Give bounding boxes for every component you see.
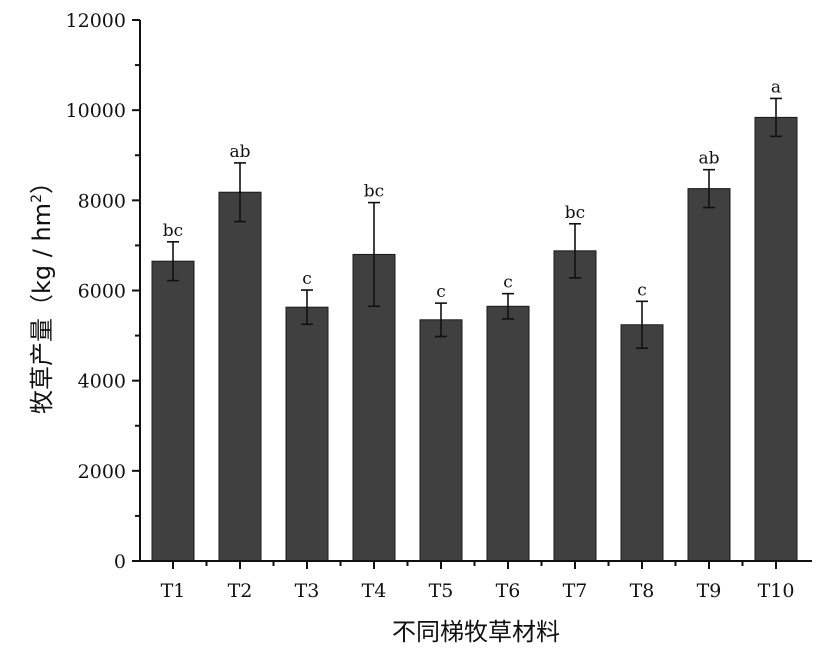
significance-labels-group: bc ab c bc c c bc c ab a [163, 77, 781, 302]
y-tick-label: 10000 [66, 100, 126, 122]
bar [553, 250, 597, 562]
significance-label: c [302, 269, 312, 289]
bar [486, 305, 530, 562]
bar [151, 260, 195, 562]
significance-label: ab [698, 149, 719, 169]
y-axis-title-superscript: 2 [29, 194, 45, 203]
significance-label: bc [565, 203, 585, 223]
significance-label: c [503, 273, 513, 293]
significance-label: bc [163, 221, 183, 241]
x-axis-title: 不同梯牧草材料 [392, 618, 560, 646]
y-tick-label: 8000 [78, 190, 126, 212]
x-tick-label: T10 [758, 580, 795, 602]
y-tick-label: 6000 [78, 281, 126, 303]
x-tick-label: T7 [563, 580, 588, 602]
y-tick-label: 2000 [78, 461, 126, 483]
bars-group [151, 116, 798, 562]
x-tick-label: T1 [161, 580, 186, 602]
error-bars-group [167, 97, 782, 350]
x-tick-label: T8 [630, 580, 655, 602]
significance-label: bc [364, 182, 384, 202]
x-ticks-group: T1 T2 T3 T4 T5 T6 T7 T8 T9 T10 [161, 561, 795, 602]
bar [754, 116, 798, 562]
y-tick-label: 12000 [66, 10, 126, 32]
y-tick-label: 0 [114, 551, 126, 573]
bar [620, 324, 664, 562]
x-tick-label: T5 [429, 580, 454, 602]
y-axis-title-close: ） [28, 170, 56, 194]
bar [419, 319, 463, 562]
significance-label: c [637, 280, 647, 300]
bar [285, 306, 329, 562]
x-tick-label: T4 [362, 580, 387, 602]
significance-label: a [771, 77, 781, 97]
significance-label: ab [229, 142, 250, 162]
significance-label: c [436, 282, 446, 302]
y-ticks-group: 0 2000 4000 6000 8000 10000 12000 [66, 10, 140, 573]
x-tick-label: T6 [496, 580, 521, 602]
bar [687, 188, 731, 562]
x-tick-label: T2 [228, 580, 253, 602]
bar [218, 191, 262, 562]
y-axis-title: 牧草产量（kg / hm2） [28, 170, 56, 414]
y-axis-title-main: 牧草产量（kg / hm [28, 203, 56, 414]
x-tick-label: T3 [295, 580, 320, 602]
y-tick-label: 4000 [78, 371, 126, 393]
x-tick-label: T9 [697, 580, 722, 602]
